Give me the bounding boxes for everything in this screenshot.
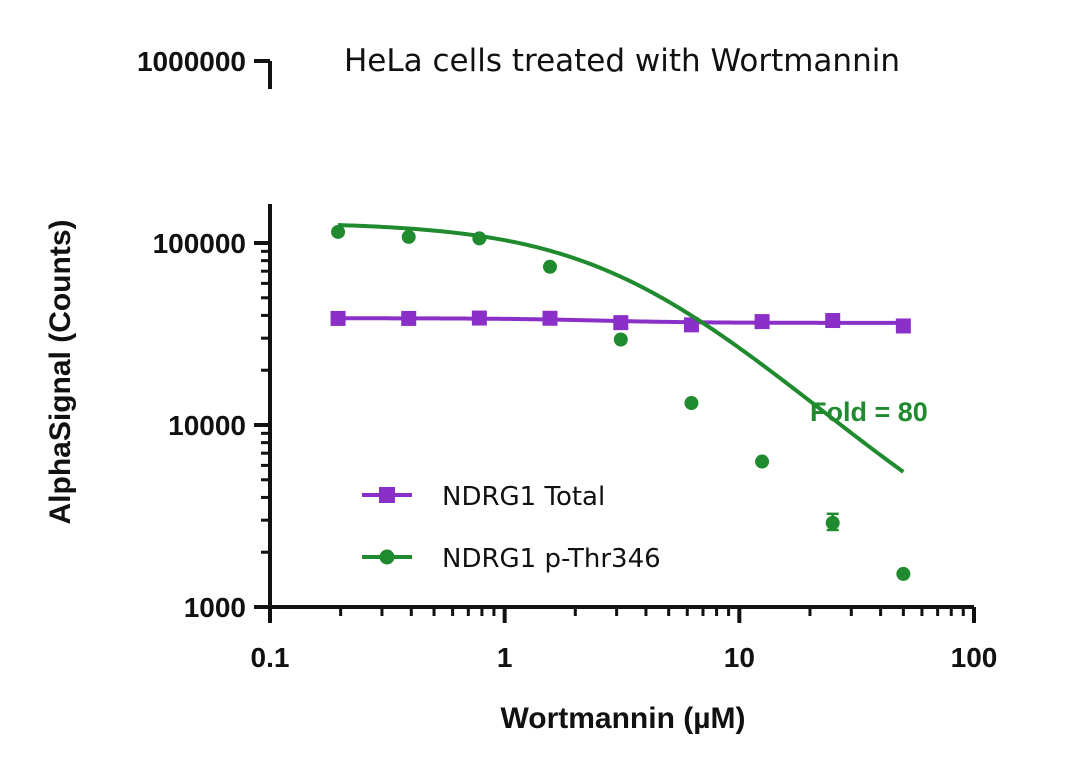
- fit-curve: [337, 223, 905, 474]
- data-point: [542, 259, 557, 274]
- y-tick-label: 10000: [168, 410, 246, 441]
- data-point: [896, 566, 911, 581]
- data-point: [825, 515, 840, 530]
- data-point: [754, 314, 770, 330]
- legend-item-ndrg1-pthr346: NDRG1 p-Thr346: [362, 544, 661, 574]
- chart-title: HeLa cells treated with Wortmannin: [344, 43, 900, 79]
- y-axis: 1000 10000 100000 1000000: [137, 46, 272, 623]
- series-ndrg1-total: [330, 310, 911, 334]
- data-point: [683, 317, 699, 333]
- data-point: [401, 229, 416, 244]
- y-tick-label: 1000: [184, 592, 246, 623]
- series-layer: [330, 223, 911, 581]
- legend-label-ndrg1-pthr346: NDRG1 p-Thr346: [442, 544, 661, 574]
- data-point: [684, 396, 699, 411]
- x-axis: 0.1 1 10 100: [251, 605, 998, 673]
- x-tick-label: 10: [724, 642, 755, 673]
- y-tick-label: 1000000: [137, 46, 246, 77]
- data-point: [542, 310, 558, 326]
- legend: NDRG1 Total NDRG1 p-Thr346: [362, 482, 661, 574]
- x-tick-label: 0.1: [251, 642, 290, 673]
- data-point: [472, 231, 487, 246]
- data-point: [471, 310, 487, 326]
- data-point: [895, 318, 911, 334]
- x-axis-label: Wortmannin (µM): [500, 702, 745, 735]
- legend-label-ndrg1-total: NDRG1 Total: [442, 482, 605, 512]
- x-tick-label: 1: [497, 642, 513, 673]
- data-point: [613, 332, 628, 347]
- legend-item-ndrg1-total: NDRG1 Total: [362, 482, 605, 512]
- data-point: [330, 310, 346, 326]
- data-point: [331, 224, 346, 239]
- data-point: [755, 454, 770, 469]
- series-ndrg1-pthr346: [331, 223, 911, 581]
- x-tick-label: 100: [951, 642, 998, 673]
- data-point: [401, 310, 417, 326]
- data-point: [613, 315, 629, 331]
- data-point: [825, 313, 841, 329]
- y-axis-label: AlphaSignal (Counts): [44, 220, 77, 525]
- y-tick-label: 100000: [153, 228, 246, 259]
- fold-annotation: Fold = 80: [810, 397, 928, 427]
